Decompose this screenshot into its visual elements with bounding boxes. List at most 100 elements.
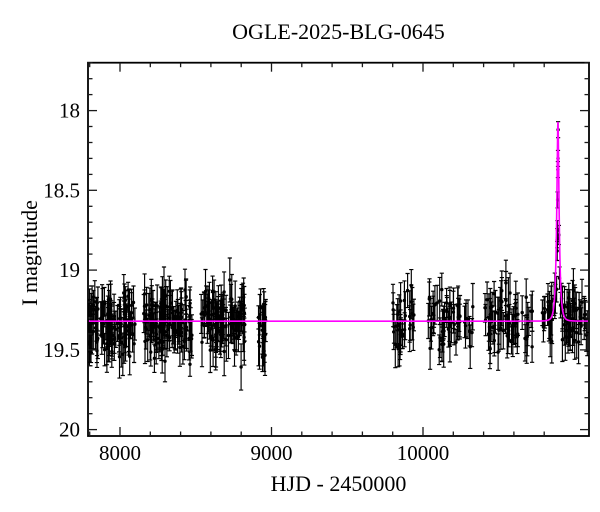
data-point: [435, 301, 439, 305]
data-point: [211, 338, 215, 342]
data-point: [212, 298, 216, 302]
data-point: [256, 315, 261, 320]
data-point: [162, 312, 166, 317]
data-point: [188, 327, 193, 332]
data-points-group: [88, 121, 589, 391]
data-point: [396, 323, 400, 328]
data-point: [562, 304, 567, 308]
data-point: [410, 311, 414, 316]
data-point: [179, 302, 183, 306]
data-point: [500, 300, 504, 304]
data-point: [408, 323, 412, 327]
data-point: [409, 283, 413, 288]
y-tick-label: 20: [59, 418, 80, 442]
data-point: [488, 332, 493, 336]
data-point: [184, 295, 188, 299]
data-point: [239, 308, 243, 312]
data-point: [263, 315, 268, 320]
data-point: [448, 343, 452, 347]
data-point: [122, 291, 126, 295]
data-point: [260, 355, 265, 359]
data-point: [188, 362, 192, 366]
data-point: [228, 278, 232, 282]
data-point: [188, 304, 192, 308]
y-tick-label: 19.5: [43, 338, 80, 362]
data-point: [146, 338, 150, 342]
data-point: [117, 355, 122, 359]
data-point: [487, 315, 491, 320]
data-point: [575, 331, 579, 335]
data-point: [157, 341, 161, 345]
data-point: [398, 299, 403, 303]
data-point: [230, 297, 234, 301]
data-point: [224, 308, 228, 312]
data-point: [213, 322, 217, 327]
data-point: [438, 299, 442, 303]
data-point: [152, 356, 157, 360]
data-point: [133, 322, 137, 326]
data-point: [571, 288, 576, 292]
data-point: [142, 292, 147, 296]
data-point: [101, 322, 106, 326]
data-point: [492, 292, 496, 296]
data-point: [485, 298, 489, 302]
data-point: [454, 340, 458, 344]
data-point: [392, 325, 396, 329]
data-point: [262, 302, 266, 306]
data-point: [542, 306, 547, 311]
data-point: [396, 347, 400, 351]
data-point: [203, 289, 208, 294]
data-point: [468, 345, 472, 349]
data-point: [573, 301, 577, 306]
data-point: [504, 298, 508, 302]
data-point: [126, 328, 131, 333]
data-point: [440, 339, 444, 343]
data-point: [243, 322, 247, 327]
data-point: [445, 309, 449, 314]
data-point: [580, 300, 584, 304]
axis-ticks: [88, 62, 589, 436]
x-axis-label: HJD - 2450000: [270, 471, 407, 496]
data-point: [178, 345, 182, 350]
data-point: [515, 334, 519, 339]
data-point: [124, 325, 129, 329]
data-point: [216, 317, 220, 321]
data-point: [187, 336, 191, 341]
data-point: [511, 333, 515, 338]
data-point: [159, 329, 164, 333]
data-point: [546, 300, 550, 304]
data-point: [119, 340, 124, 344]
data-point: [121, 352, 125, 356]
data-point: [149, 350, 153, 354]
y-tick-label: 18.5: [43, 178, 80, 202]
y-axis-label: I magnitude: [17, 200, 42, 306]
data-point: [144, 327, 148, 332]
data-point: [402, 328, 407, 332]
data-point: [576, 340, 581, 344]
data-point: [181, 344, 185, 349]
data-point: [206, 303, 210, 308]
data-point: [440, 287, 444, 292]
data-point: [226, 333, 231, 338]
data-point: [129, 303, 134, 308]
data-point: [131, 300, 136, 305]
data-point: [506, 331, 510, 335]
data-point: [530, 309, 534, 313]
data-point: [567, 327, 572, 332]
data-point: [570, 328, 575, 332]
data-point: [260, 328, 264, 332]
y-tick-label: 18: [59, 99, 80, 123]
data-point: [184, 332, 188, 336]
data-point: [232, 322, 236, 326]
data-point: [438, 336, 442, 340]
data-point: [177, 329, 181, 333]
data-point: [106, 336, 111, 340]
data-point: [530, 345, 534, 349]
data-point: [442, 342, 446, 346]
data-point: [583, 312, 587, 317]
data-point: [126, 294, 130, 298]
data-point: [166, 327, 170, 331]
data-point: [549, 308, 553, 313]
